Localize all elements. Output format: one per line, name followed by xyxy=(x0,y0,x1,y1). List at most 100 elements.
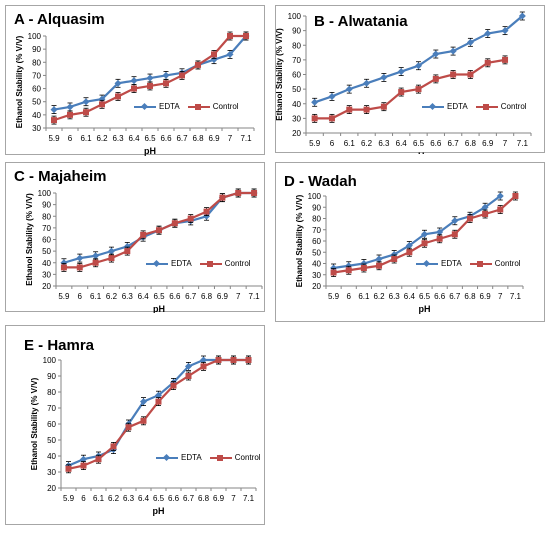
x-axis-label: pH xyxy=(153,304,165,313)
data-point-control xyxy=(330,269,337,276)
data-point-edta xyxy=(92,252,100,260)
data-point-control xyxy=(466,215,473,222)
x-tick-label: 7 xyxy=(498,292,503,301)
data-point-edta xyxy=(210,56,218,64)
y-tick-label: 60 xyxy=(42,236,51,245)
y-tick-label: 100 xyxy=(308,192,322,201)
x-tick-label: 6.8 xyxy=(465,139,477,148)
y-tick-label: 20 xyxy=(312,282,321,291)
square-marker-icon xyxy=(194,103,201,110)
data-point-edta xyxy=(345,85,353,93)
chart-title: E - Hamra xyxy=(24,337,95,354)
data-point-control xyxy=(95,456,102,463)
data-point-edta xyxy=(114,79,122,87)
data-point-control xyxy=(155,398,162,405)
data-point-control xyxy=(219,194,226,201)
y-tick-label: 40 xyxy=(312,260,321,269)
data-point-edta xyxy=(155,391,162,399)
x-tick-label: 7.1 xyxy=(510,292,522,301)
chart-panel-b: B - Alwatania 20 30 40 50 60 70 80 90 100 5.9 6 6.1… xyxy=(275,5,545,154)
y-axis-label: Ethanol Stability (% V/V) xyxy=(25,193,34,286)
data-point-control xyxy=(187,215,194,222)
chart-title: D - Wadah xyxy=(284,173,357,190)
data-point-edta xyxy=(484,30,492,38)
data-point-control xyxy=(311,115,318,122)
y-tick-label: 40 xyxy=(42,259,51,268)
data-point-control xyxy=(497,206,504,213)
data-point-edta xyxy=(130,77,138,85)
data-point-edta xyxy=(436,228,444,236)
y-tick-label: 20 xyxy=(42,282,51,291)
chart-legend: EDTA Control xyxy=(422,102,535,111)
y-tick-label: 90 xyxy=(32,45,41,54)
data-point-control xyxy=(230,357,237,363)
data-point-edta xyxy=(466,38,474,46)
y-tick-label: 100 xyxy=(28,32,42,41)
x-tick-label: 6.3 xyxy=(389,292,401,301)
y-tick-label: 90 xyxy=(47,372,56,381)
chart-legend: EDTA Control xyxy=(156,453,269,462)
square-marker-icon xyxy=(482,103,489,110)
data-point-control xyxy=(345,267,352,274)
x-tick-label: 5.9 xyxy=(309,139,321,148)
data-point-edta xyxy=(363,79,371,87)
data-point-edta xyxy=(146,74,154,82)
data-point-control xyxy=(108,255,115,262)
y-tick-label: 80 xyxy=(42,212,51,221)
data-point-control xyxy=(140,231,147,238)
data-point-control xyxy=(376,262,383,269)
square-marker-icon xyxy=(216,454,223,461)
diamond-marker-icon xyxy=(422,259,431,268)
y-tick-label: 50 xyxy=(292,85,301,94)
square-marker-icon xyxy=(206,260,213,267)
y-tick-label: 90 xyxy=(312,203,321,212)
y-tick-label: 20 xyxy=(292,129,301,138)
data-point-edta xyxy=(140,398,147,406)
legend-label: EDTA xyxy=(159,102,180,111)
x-tick-label: 6.9 xyxy=(480,292,492,301)
chart-panel-c: C - Majaheim 20 30 40 50 60 70 80 90 100 5.9 6 6.1 6… xyxy=(5,162,265,313)
data-point-edta xyxy=(82,98,90,106)
data-point-edta xyxy=(185,362,192,370)
x-tick-label: 7 xyxy=(231,494,236,503)
legend-item-control: Control xyxy=(187,102,239,111)
data-point-control xyxy=(110,443,117,450)
x-tick-label: 6.8 xyxy=(198,494,210,503)
data-point-control xyxy=(76,264,83,271)
y-tick-label: 30 xyxy=(312,271,321,280)
x-tick-label: 6.6 xyxy=(169,292,181,301)
x-tick-label: 6.3 xyxy=(123,494,135,503)
y-tick-label: 30 xyxy=(32,124,41,133)
x-tick-label: 6.8 xyxy=(201,292,213,301)
legend-item-edta: EDTA xyxy=(134,102,180,111)
x-tick-label: 5.9 xyxy=(328,292,340,301)
diamond-marker-icon xyxy=(140,102,149,111)
legend-item-control: Control xyxy=(469,259,521,268)
data-point-control xyxy=(215,357,222,363)
x-tick-label: 6.3 xyxy=(378,139,390,148)
data-point-control xyxy=(147,82,153,89)
y-tick-label: 80 xyxy=(32,58,41,67)
data-point-control xyxy=(195,61,201,68)
data-point-control xyxy=(328,115,335,122)
x-tick-label: 6.8 xyxy=(464,292,476,301)
data-point-edta xyxy=(518,12,526,20)
y-tick-label: 100 xyxy=(43,356,57,365)
x-tick-label: 6.5 xyxy=(413,139,425,148)
x-tick-label: 6.7 xyxy=(449,292,461,301)
chart-title: B - Alwatania xyxy=(314,13,408,30)
x-tick-label: 7 xyxy=(228,134,233,143)
data-point-control xyxy=(163,80,169,87)
data-point-edta xyxy=(66,103,74,111)
x-tick-label: 6.2 xyxy=(106,292,118,301)
data-point-control xyxy=(125,424,132,431)
data-point-control xyxy=(171,220,178,227)
x-tick-label: 7.1 xyxy=(249,292,261,301)
y-tick-label: 60 xyxy=(312,237,321,246)
x-tick-label: 6.4 xyxy=(128,134,140,143)
x-tick-label: 6.2 xyxy=(108,494,120,503)
y-tick-label: 80 xyxy=(292,41,301,50)
data-point-control xyxy=(363,106,370,113)
chart-panel-d: D - Wadah 20 30 40 50 60 70 80 90 100 5.9 6 6.1 6.2 6… xyxy=(275,162,545,322)
